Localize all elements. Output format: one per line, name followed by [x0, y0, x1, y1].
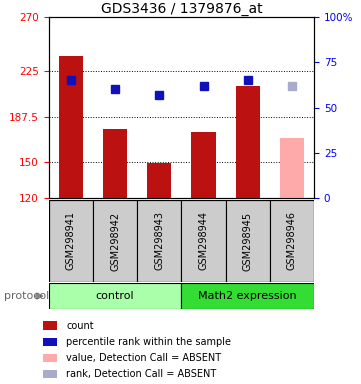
Text: GSM298944: GSM298944 — [199, 212, 209, 270]
Bar — [137, 200, 182, 282]
Text: control: control — [96, 291, 134, 301]
Text: GSM298943: GSM298943 — [154, 212, 164, 270]
Bar — [147, 163, 171, 198]
Bar — [93, 200, 137, 282]
Text: GSM298941: GSM298941 — [66, 212, 76, 270]
Text: Math2 expression: Math2 expression — [199, 291, 297, 301]
Bar — [49, 200, 93, 282]
Text: count: count — [66, 321, 94, 331]
Bar — [103, 129, 127, 198]
Text: value, Detection Call = ABSENT: value, Detection Call = ABSENT — [66, 353, 221, 363]
Text: GSM298946: GSM298946 — [287, 212, 297, 270]
Text: GSM298945: GSM298945 — [243, 212, 253, 270]
Bar — [59, 56, 83, 198]
Bar — [280, 137, 304, 198]
Text: GSM298942: GSM298942 — [110, 212, 120, 270]
Bar — [226, 200, 270, 282]
Bar — [181, 200, 226, 282]
Text: protocol: protocol — [4, 291, 49, 301]
Bar — [270, 200, 314, 282]
Bar — [236, 86, 260, 198]
Bar — [191, 132, 216, 198]
Title: GDS3436 / 1379876_at: GDS3436 / 1379876_at — [101, 2, 262, 16]
Text: rank, Detection Call = ABSENT: rank, Detection Call = ABSENT — [66, 369, 216, 379]
Bar — [181, 283, 314, 309]
Bar — [49, 283, 181, 309]
Text: percentile rank within the sample: percentile rank within the sample — [66, 337, 231, 347]
